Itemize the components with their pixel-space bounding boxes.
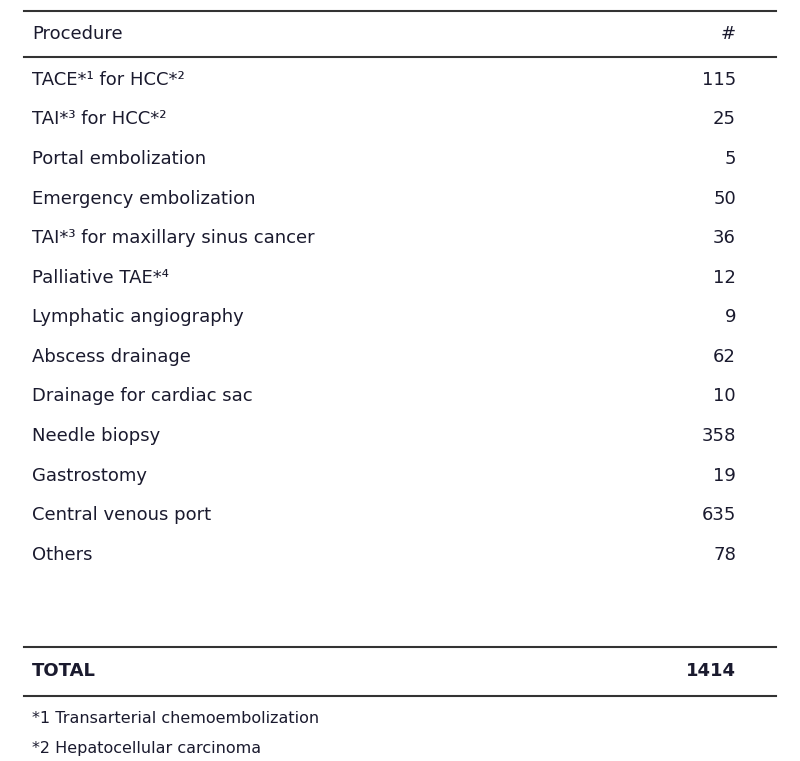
Text: TACE*¹ for HCC*²: TACE*¹ for HCC*² <box>32 71 185 89</box>
Text: *2 Hepatocellular carcinoma: *2 Hepatocellular carcinoma <box>32 741 261 756</box>
Text: TAI*³ for maxillary sinus cancer: TAI*³ for maxillary sinus cancer <box>32 229 314 247</box>
Text: 10: 10 <box>714 387 736 406</box>
Text: 1414: 1414 <box>686 662 736 680</box>
Text: 19: 19 <box>713 466 736 485</box>
Text: Abscess drainage: Abscess drainage <box>32 348 191 366</box>
Text: #: # <box>721 25 736 43</box>
Text: 12: 12 <box>713 269 736 287</box>
Text: 9: 9 <box>725 308 736 326</box>
Text: Others: Others <box>32 546 93 564</box>
Text: Central venous port: Central venous port <box>32 506 211 524</box>
Text: 78: 78 <box>713 546 736 564</box>
Text: Emergency embolization: Emergency embolization <box>32 189 255 208</box>
Text: Palliative TAE*⁴: Palliative TAE*⁴ <box>32 269 169 287</box>
Text: TAI*³ for HCC*²: TAI*³ for HCC*² <box>32 110 166 129</box>
Text: TOTAL: TOTAL <box>32 662 96 680</box>
Text: Drainage for cardiac sac: Drainage for cardiac sac <box>32 387 253 406</box>
Text: Portal embolization: Portal embolization <box>32 150 206 168</box>
Text: 115: 115 <box>702 71 736 89</box>
Text: 358: 358 <box>702 427 736 445</box>
Text: Procedure: Procedure <box>32 25 122 43</box>
Text: 62: 62 <box>713 348 736 366</box>
Text: *1 Transarterial chemoembolization: *1 Transarterial chemoembolization <box>32 711 319 726</box>
Text: Lymphatic angiography: Lymphatic angiography <box>32 308 244 326</box>
Text: Gastrostomy: Gastrostomy <box>32 466 147 485</box>
Text: 635: 635 <box>702 506 736 524</box>
Text: 25: 25 <box>713 110 736 129</box>
Text: 36: 36 <box>713 229 736 247</box>
Text: Needle biopsy: Needle biopsy <box>32 427 160 445</box>
Text: 50: 50 <box>714 189 736 208</box>
Text: 5: 5 <box>725 150 736 168</box>
